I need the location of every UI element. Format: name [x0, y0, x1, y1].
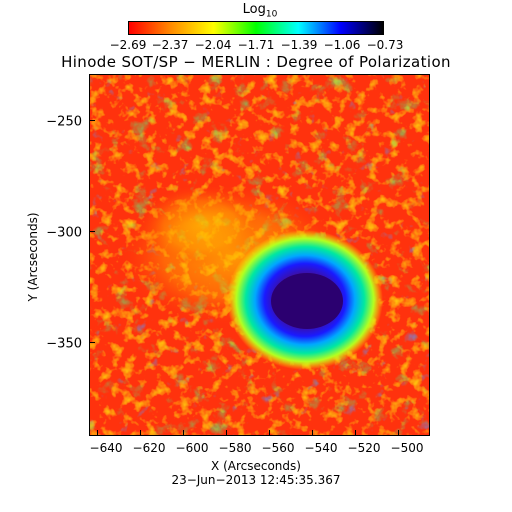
colorbar-tick: −1.39: [280, 38, 318, 52]
timestamp: 23−Jun−2013 12:45:35.367: [171, 473, 341, 487]
x-tick: −620: [132, 441, 166, 455]
x-axis-label: X (Arcseconds): [211, 459, 301, 473]
y-axis-label: Y (Arcseconds): [26, 212, 40, 302]
colorbar: [128, 21, 384, 35]
x-tick: −600: [175, 441, 209, 455]
polarization-map: [89, 74, 430, 436]
y-tick: −300: [46, 225, 82, 241]
polarization-image: [90, 75, 429, 435]
colorbar-ticks: −2.69 −2.37 −2.04 −1.71 −1.39 −1.06 −0.7…: [110, 38, 410, 52]
colorbar-tick: −2.04: [194, 38, 232, 52]
x-tick: −500: [390, 441, 424, 455]
colorbar-tick: −1.71: [237, 38, 275, 52]
x-tick: −580: [218, 441, 252, 455]
plot-title: Hinode SOT/SP − MERLIN : Degree of Polar…: [61, 53, 451, 71]
y-tick: −350: [46, 336, 82, 352]
x-tick: −640: [89, 441, 123, 455]
x-tick: −560: [261, 441, 295, 455]
x-tick: −540: [304, 441, 338, 455]
colorbar-tick: −0.73: [366, 38, 404, 52]
y-tick: −250: [46, 114, 82, 130]
colorbar-tick: −1.06: [323, 38, 361, 52]
x-tick: −520: [347, 441, 381, 455]
colorbar-tick: −2.37: [151, 38, 189, 52]
colorbar-tick: −2.69: [109, 38, 147, 52]
colorbar-label: Log10: [242, 2, 278, 20]
